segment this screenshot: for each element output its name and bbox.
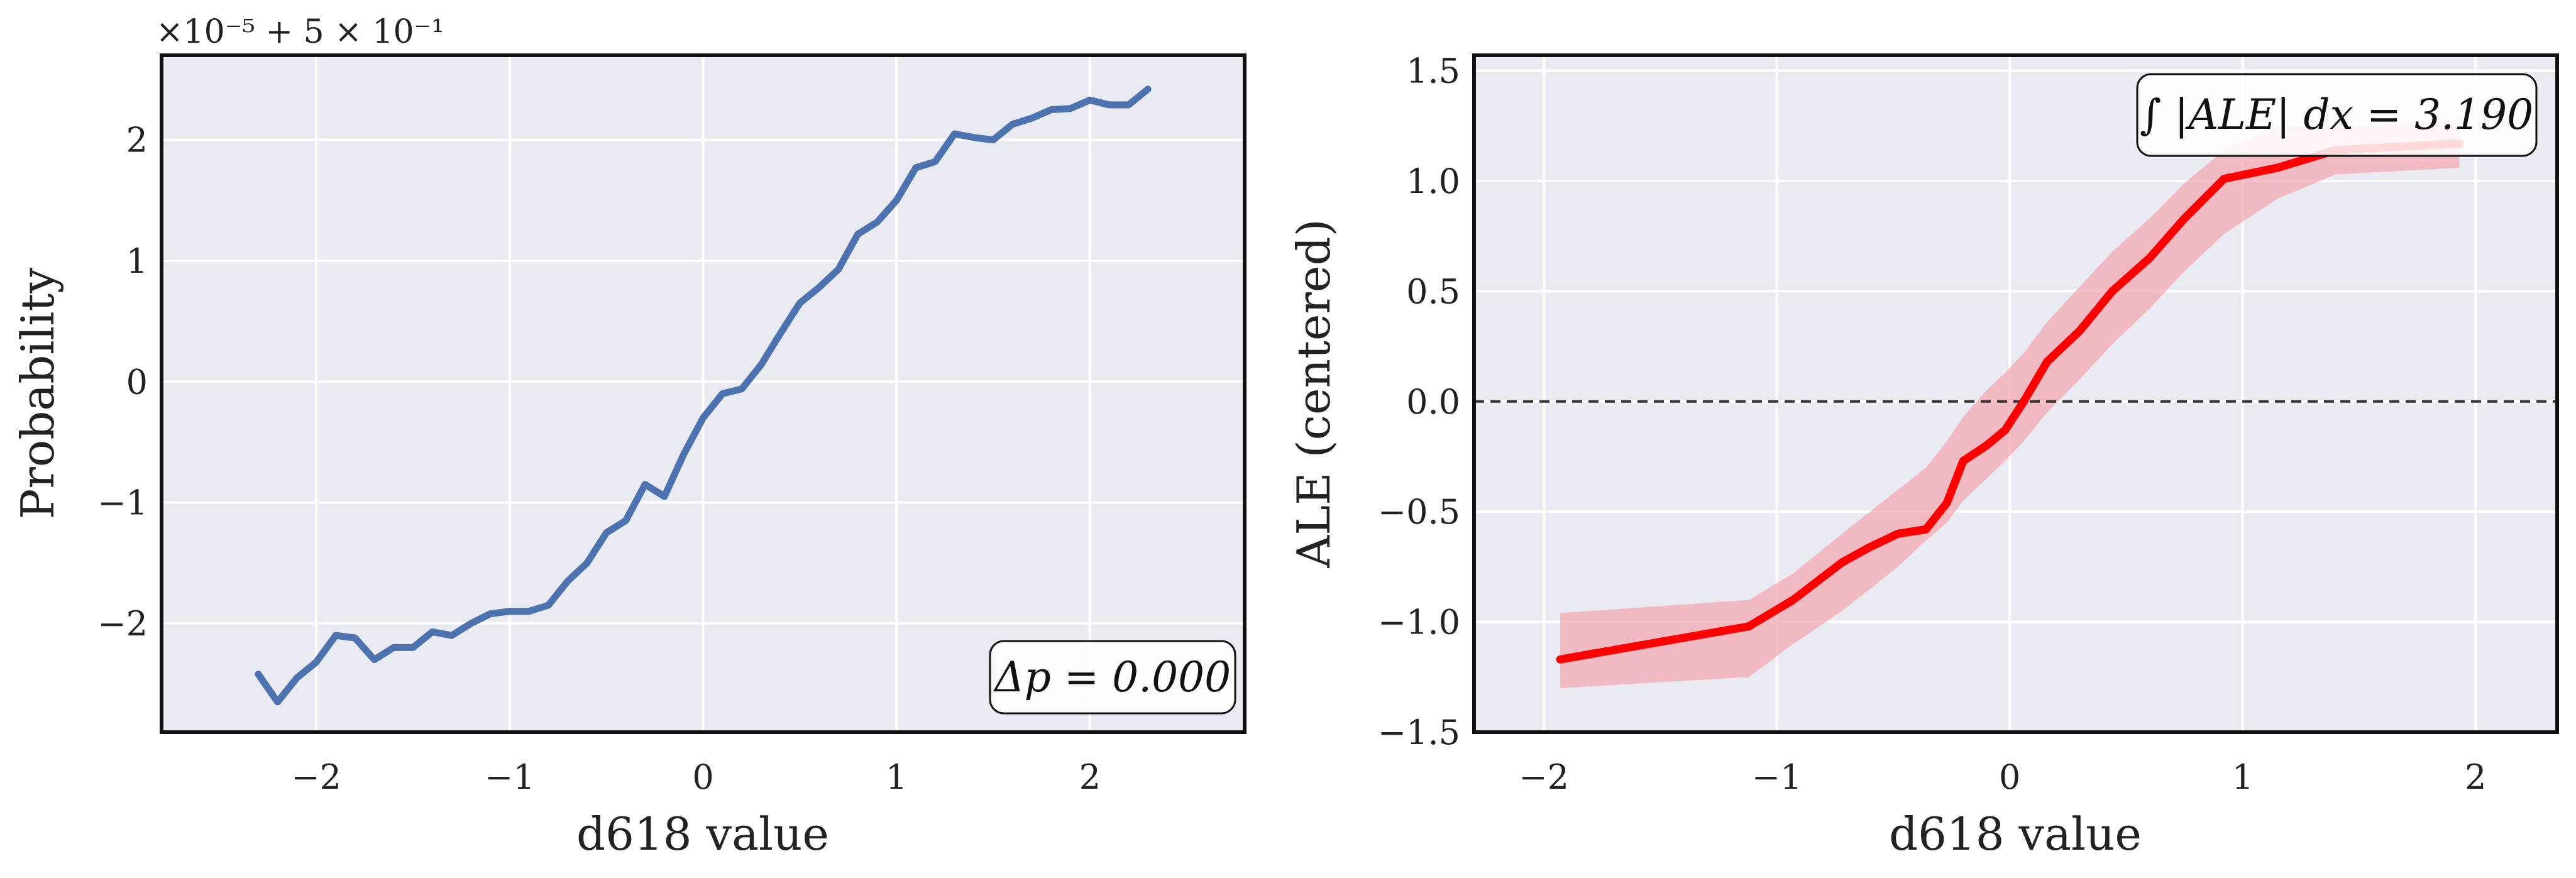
grid-lines [162, 55, 1245, 732]
plot-frame [160, 53, 1247, 734]
y-tick-label: −1 [97, 483, 148, 523]
y-axis-label: ALE (centered) [1287, 219, 1340, 568]
y-tick-label: −1.5 [1378, 713, 1460, 752]
series-line [1556, 139, 2463, 664]
x-tick-labels: −2 −1 0 1 2 [291, 757, 1101, 797]
y-tick-label: 1.0 [1406, 162, 1460, 201]
y-tick-label: −1.0 [1378, 603, 1460, 642]
x-axis-label: d618 value [1889, 808, 2142, 860]
y-tick-label: 1.5 [1406, 52, 1460, 91]
x-tick-label: 0 [692, 757, 713, 797]
plot-frame [1472, 53, 2559, 734]
y-tick-label: 2 [126, 121, 148, 160]
y-tick-label: 0.0 [1406, 382, 1460, 422]
annotation-text: ∫ |ALE| dx = 3.190 [2140, 91, 2533, 139]
confidence-band-area [1560, 119, 2460, 688]
y-axis-label: Probability [11, 268, 64, 519]
y-tick-label: 1 [126, 241, 148, 281]
x-tick-labels: −2 −1 0 1 2 [1519, 757, 2486, 797]
x-tick-label: 2 [2465, 757, 2486, 797]
x-tick-label: 1 [2232, 757, 2254, 797]
y-tick-label: −0.5 [1378, 492, 1460, 532]
annotation-box: ∫ |ALE| dx = 3.190 [2136, 73, 2538, 157]
y-tick-labels: −2 −1 0 1 2 [97, 121, 148, 644]
x-tick-label: −2 [1519, 757, 1569, 797]
confidence-band [1560, 119, 2460, 688]
annotation-frame [989, 640, 1236, 715]
series-line [255, 85, 1152, 706]
ale-chart: −2 −1 0 1 2 −1.5 −1.0 −0.5 0.0 0.5 1.0 1.5 d618 va… [1287, 52, 2559, 860]
y-tick-label: 0 [126, 362, 148, 402]
series-lines [1556, 139, 2463, 664]
annotation-text: Δp = 0.000 [993, 653, 1231, 701]
annotation-frame [2136, 73, 2538, 157]
x-tick-label: −1 [1752, 757, 1802, 797]
y-tick-label: −2 [97, 604, 148, 644]
x-tick-label: −2 [291, 757, 341, 797]
offset-label: ×10⁻⁵ + 5 × 10⁻¹ [156, 13, 444, 51]
x-tick-label: 2 [1079, 757, 1101, 797]
x-tick-label: −1 [485, 757, 535, 797]
y-tick-labels: −1.5 −1.0 −0.5 0.0 0.5 1.0 1.5 [1378, 52, 1460, 752]
x-tick-label: 1 [886, 757, 907, 797]
y-tick-label: 0.5 [1406, 272, 1460, 311]
annotation-box: Δp = 0.000 [989, 640, 1236, 715]
series-lines [255, 85, 1152, 706]
x-axis-label: d618 value [576, 808, 829, 860]
probability-chart: −2 −1 0 1 2 −2 −1 0 1 2 ×10⁻⁵ + 5 × 10⁻¹ d618 va… [11, 13, 1247, 860]
x-tick-label: 0 [1999, 757, 2020, 797]
